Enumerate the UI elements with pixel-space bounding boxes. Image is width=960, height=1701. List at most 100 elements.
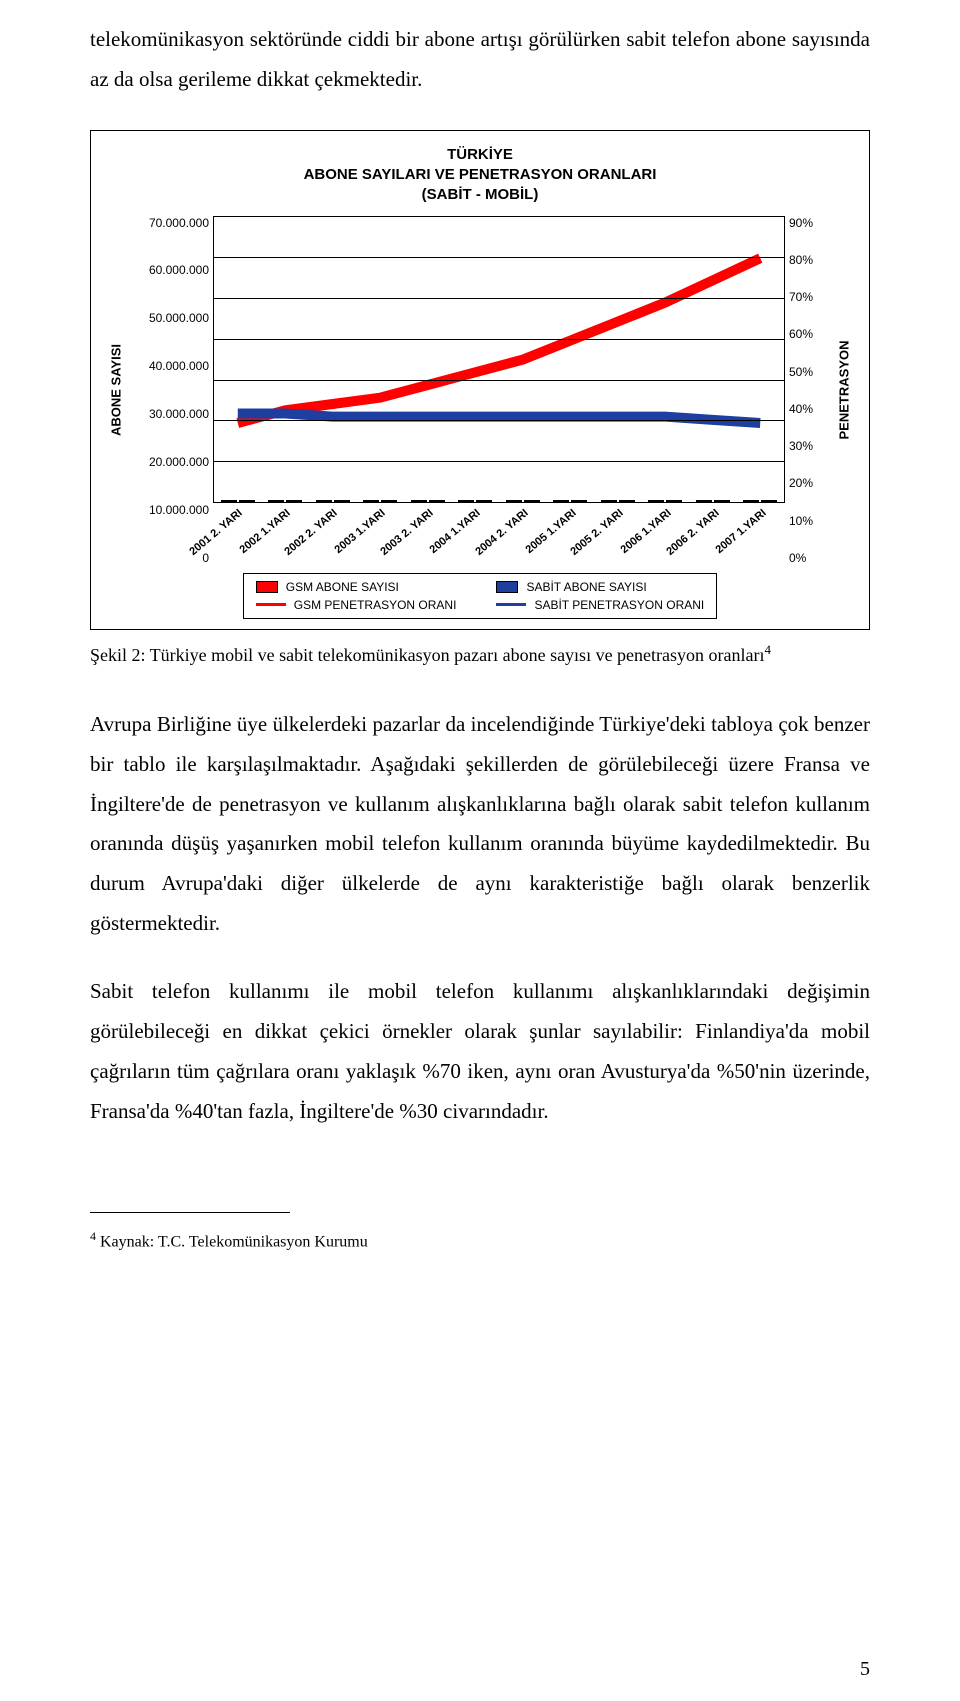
bar-gsm [743, 500, 759, 502]
figure-caption: Şekil 2: Türkiye mobil ve sabit telekomü… [90, 640, 870, 669]
bar-sabit [761, 500, 777, 502]
plot-column: 2001 2. YARI2002 1.YARI2002 2. YARI2003 … [213, 216, 785, 565]
bar-group [361, 500, 399, 502]
footnote-rule [90, 1212, 290, 1213]
bar-sabit [381, 500, 397, 502]
legend-label: GSM PENETRASYON ORANI [294, 598, 457, 612]
ylabel-right-wrap: PENETRASYON [833, 216, 855, 565]
paragraph-bottom: Sabit telefon kullanımı ile mobil telefo… [90, 972, 870, 1132]
line-overlay [214, 217, 784, 502]
chart-title-line-1: TÜRKİYE [105, 145, 855, 165]
y-tick-left: 50.000.000 [131, 311, 209, 325]
chart-legend: GSM ABONE SAYISI SABİT ABONE SAYISI GSM … [243, 573, 718, 619]
caption-sup: 4 [765, 642, 772, 657]
page: telekomünikasyon sektöründe ciddi bir ab… [0, 0, 960, 1701]
bar-gsm [553, 500, 569, 502]
chart-frame: TÜRKİYE ABONE SAYILARI VE PENETRASYON OR… [90, 130, 870, 630]
paragraph-mid: Avrupa Birliğine üye ülkelerdeki pazarla… [90, 705, 870, 944]
legend-sabit-bar: SABİT ABONE SAYISI [496, 580, 704, 594]
bar-gsm [268, 500, 284, 502]
y-tick-right: 10% [789, 514, 829, 528]
y-tick-right: 50% [789, 365, 829, 379]
x-ticks: 2001 2. YARI2002 1.YARI2002 2. YARI2003 … [213, 503, 785, 565]
swatch-gsm-bar [256, 581, 278, 593]
bar-gsm [411, 500, 427, 502]
y-tick-right: 70% [789, 290, 829, 304]
grid-line [214, 298, 784, 299]
y-tick-left: 20.000.000 [131, 455, 209, 469]
swatch-gsm-line [256, 603, 286, 606]
bar-sabit [476, 500, 492, 502]
bar-group [314, 500, 352, 502]
legend-label: SABİT ABONE SAYISI [526, 580, 646, 594]
chart-title-line-2: ABONE SAYILARI VE PENETRASYON ORANLARI [105, 165, 855, 185]
bar-group [741, 500, 779, 502]
bar-group [409, 500, 447, 502]
bar-group [266, 500, 304, 502]
y-tick-left: 30.000.000 [131, 407, 209, 421]
bar-sabit [666, 500, 682, 502]
bar-gsm [696, 500, 712, 502]
grid-line [214, 257, 784, 258]
y-ticks-left: 70.000.000 60.000.000 50.000.000 40.000.000… [127, 216, 213, 565]
bar-group [551, 500, 589, 502]
chart-title-line-3: (SABİT - MOBİL) [105, 185, 855, 205]
legend-sabit-line: SABİT PENETRASYON ORANI [496, 598, 704, 612]
bar-sabit [571, 500, 587, 502]
bar-gsm [363, 500, 379, 502]
legend-label: GSM ABONE SAYISI [286, 580, 399, 594]
bar-group [646, 500, 684, 502]
bar-group [694, 500, 732, 502]
y-tick-right: 60% [789, 327, 829, 341]
bar-sabit [239, 500, 255, 502]
legend-gsm-line: GSM PENETRASYON ORANI [256, 598, 457, 612]
bar-sabit [524, 500, 540, 502]
y-tick-left: 70.000.000 [131, 216, 209, 230]
grid-line [214, 461, 784, 462]
legend-label: SABİT PENETRASYON ORANI [534, 598, 704, 612]
bar-sabit [714, 500, 730, 502]
bar-gsm [316, 500, 332, 502]
page-number: 5 [860, 1658, 870, 1681]
grid-line [214, 380, 784, 381]
caption-text: Şekil 2: Türkiye mobil ve sabit telekomü… [90, 645, 765, 665]
bar-gsm [648, 500, 664, 502]
ylabel-left-wrap: ABONE SAYISI [105, 216, 127, 565]
y-tick-right: 30% [789, 439, 829, 453]
bar-gsm [458, 500, 474, 502]
bar-gsm [506, 500, 522, 502]
bar-gsm [221, 500, 237, 502]
y-tick-right: 40% [789, 402, 829, 416]
y-tick-right: 90% [789, 216, 829, 230]
y-tick-right: 0% [789, 551, 829, 565]
bar-group [599, 500, 637, 502]
y-axis-label-left: ABONE SAYISI [109, 344, 124, 436]
y-tick-left: 10.000.000 [131, 503, 209, 517]
bar-sabit [334, 500, 350, 502]
swatch-sabit-bar [496, 581, 518, 593]
y-ticks-right: 90% 80% 70% 60% 50% 40% 30% 20% 10% 0% [785, 216, 833, 565]
y-tick-right: 80% [789, 253, 829, 267]
bar-sabit [286, 500, 302, 502]
chart-title: TÜRKİYE ABONE SAYILARI VE PENETRASYON OR… [105, 145, 855, 206]
y-tick-left: 40.000.000 [131, 359, 209, 373]
bar-group [456, 500, 494, 502]
legend-gsm-bar: GSM ABONE SAYISI [256, 580, 457, 594]
bar-group [219, 500, 257, 502]
swatch-sabit-line [496, 603, 526, 606]
grid-line [214, 339, 784, 340]
x-tick: 2007 1.YARI [714, 507, 769, 556]
bar-sabit [429, 500, 445, 502]
y-tick-right: 20% [789, 476, 829, 490]
footnote-text: Kaynak: T.C. Telekomünikasyon Kurumu [96, 1233, 368, 1250]
bar-sabit [619, 500, 635, 502]
bar-gsm [601, 500, 617, 502]
line-gsm-penetration [238, 258, 760, 423]
plot-area [213, 216, 785, 503]
y-tick-left: 60.000.000 [131, 263, 209, 277]
bar-group [504, 500, 542, 502]
grid-line [214, 420, 784, 421]
y-axis-label-right: PENETRASYON [837, 341, 852, 440]
footnote: 4 Kaynak: T.C. Telekomünikasyon Kurumu [90, 1229, 870, 1251]
chart-body: ABONE SAYISI 70.000.000 60.000.000 50.000.… [105, 216, 855, 565]
